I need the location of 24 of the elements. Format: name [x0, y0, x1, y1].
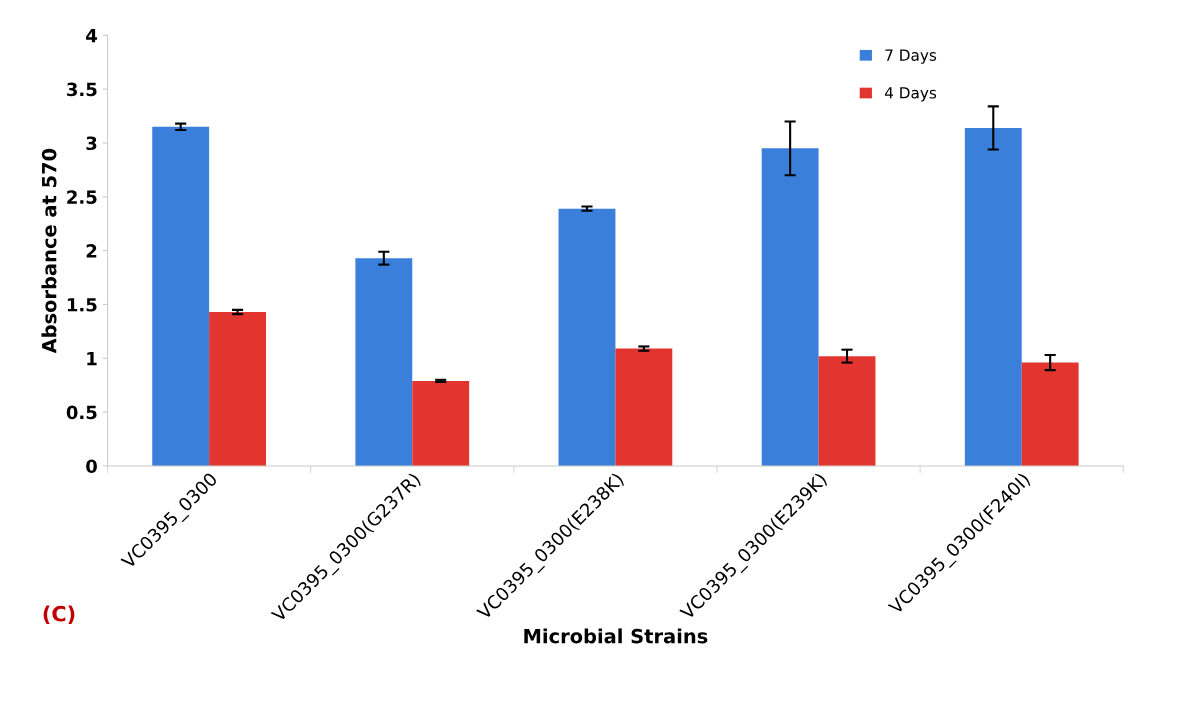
x-axis-title: Microbial Strains [524, 628, 708, 644]
bar [412, 380, 470, 466]
y-axis-title: Absorbance at 570 [41, 148, 57, 354]
bar [558, 208, 616, 466]
bar [152, 126, 210, 466]
y-tick-label: 1.5 [67, 298, 97, 312]
bar [964, 127, 1022, 466]
bar [209, 312, 267, 466]
bar [818, 356, 876, 466]
y-tick-label: 4 [86, 29, 97, 43]
bar [615, 348, 673, 466]
y-tick-label: 2.5 [67, 190, 97, 204]
bar [1021, 362, 1079, 466]
bar [761, 148, 819, 466]
text: (C) [43, 605, 75, 625]
y-tick-label: 2 [86, 244, 97, 258]
legend-label: 7 Days [885, 49, 937, 64]
bar [355, 258, 413, 466]
legend-label: 4 Days [884, 87, 937, 102]
y-tick-label: 3.5 [67, 82, 97, 97]
y-tick-label: 0 [86, 459, 97, 474]
y-tick-label: 0.5 [66, 405, 97, 420]
y-tick-label: 1 [87, 351, 97, 366]
y-tick-label: 3 [86, 136, 97, 151]
